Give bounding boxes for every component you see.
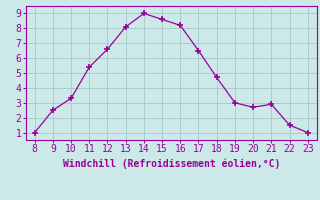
X-axis label: Windchill (Refroidissement éolien,°C): Windchill (Refroidissement éolien,°C) [62,158,280,169]
